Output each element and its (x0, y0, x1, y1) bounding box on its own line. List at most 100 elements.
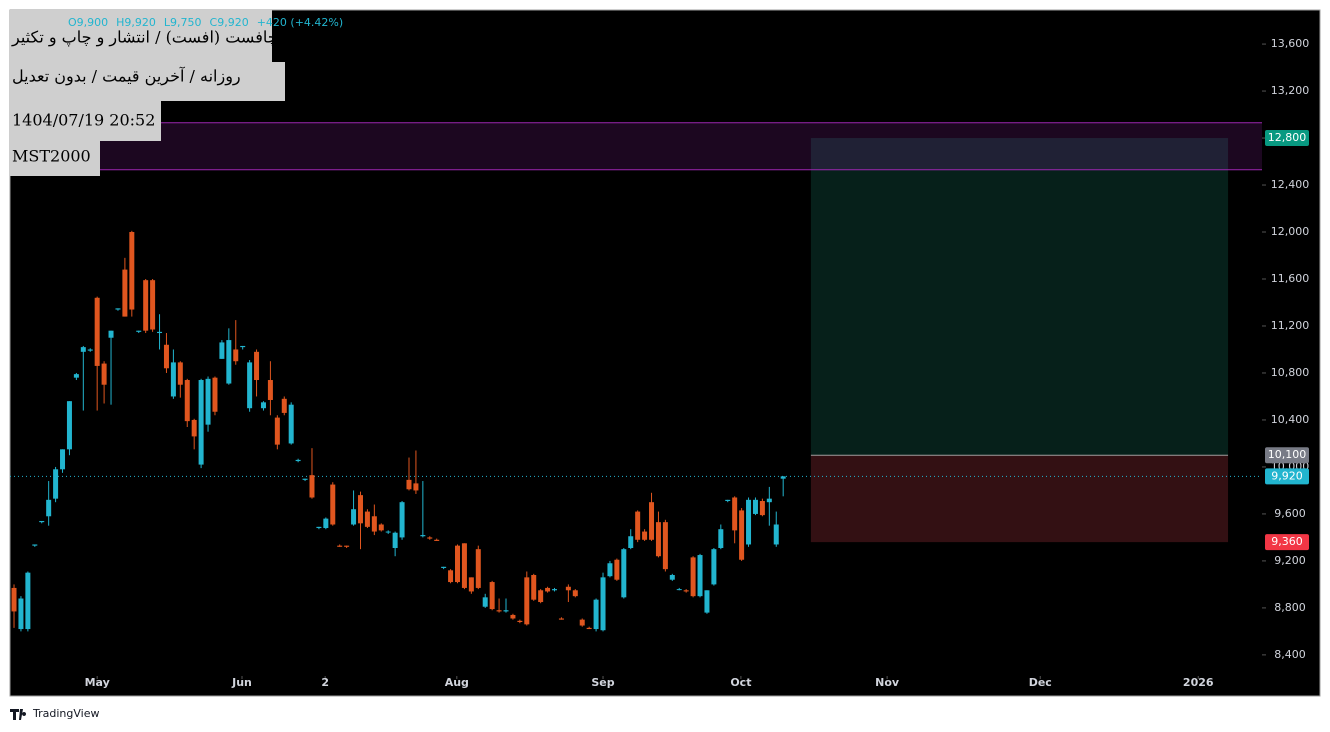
candle-body (655, 522, 661, 557)
candle-body (739, 510, 745, 560)
candle-body (690, 557, 696, 597)
candle-body (683, 590, 689, 592)
candle-body (635, 511, 641, 540)
candle-body (330, 484, 336, 525)
candle-body (66, 401, 72, 450)
candle-body (406, 479, 412, 490)
candle-body (309, 475, 315, 498)
y-tick-label: 10,800 (1271, 366, 1310, 379)
x-tick-label: May (85, 676, 110, 689)
candle-body (101, 363, 107, 385)
candle-body (344, 545, 350, 547)
candle-body (351, 509, 357, 525)
candle-body (385, 531, 391, 533)
x-tick-label: Oct (730, 676, 751, 689)
candle-body (482, 597, 488, 607)
candle-body (46, 499, 52, 517)
candle-body (586, 627, 592, 630)
candle-body (378, 524, 384, 531)
candle-body (267, 380, 273, 400)
candle-body (357, 495, 363, 524)
candle-body (461, 543, 467, 588)
candle-body (53, 469, 59, 499)
y-tick-label: 9,600 (1274, 507, 1306, 520)
stop-tag: 9,360 (1271, 535, 1303, 548)
plot: 8,4008,8009,2009,60010,00010,40010,80011… (10, 10, 1309, 689)
candle-body (323, 518, 329, 529)
brand-text: TradingView (32, 707, 99, 720)
y-tick-label: 12,400 (1271, 178, 1310, 191)
x-tick-label: Jun (231, 676, 252, 689)
candle-body (642, 531, 648, 540)
candle-body (718, 529, 724, 548)
candle-body (552, 589, 558, 591)
stop-area (810, 455, 1229, 543)
candle-body (517, 620, 523, 622)
candle-body (579, 619, 585, 626)
candle-body (454, 545, 460, 583)
last-price-tag-bg (1265, 468, 1309, 485)
candle-body (572, 590, 578, 597)
candle-body (489, 582, 495, 610)
candle-body (205, 378, 211, 425)
candle-body (302, 478, 308, 480)
info-box (10, 101, 161, 141)
candle-body (18, 598, 24, 630)
last-price-tag: 9,920 (1271, 469, 1303, 482)
candle-body (427, 537, 433, 539)
zone (100, 122, 1262, 170)
target-tag: 12,800 (1268, 131, 1307, 144)
info-text: MST2000 (12, 147, 91, 166)
candle-body (545, 587, 551, 592)
x-tick-label: 2 (321, 676, 329, 689)
candle-body (212, 377, 218, 412)
x-tick-label: 2026 (1183, 676, 1214, 689)
candle-body (108, 330, 114, 338)
candle-body (129, 232, 135, 310)
candle-body (240, 345, 246, 348)
legend-item: O9,900 (68, 16, 108, 29)
info-text: روزانه / آخرین قیمت / بدون تعدیل (12, 66, 241, 86)
x-tick-label: Dec (1029, 676, 1052, 689)
candle-body (115, 308, 121, 310)
candle-body (399, 502, 405, 538)
candle-body (766, 498, 772, 503)
candle-body (662, 522, 668, 570)
info-text: 1404/07/19 20:52 (12, 111, 155, 130)
legend-item: C9,920 (210, 16, 249, 29)
candle-body (32, 544, 38, 546)
candle-body (711, 549, 717, 585)
candle-body (628, 536, 634, 548)
candle-body (371, 516, 377, 532)
candle-body (25, 572, 31, 630)
candle-body (184, 380, 190, 422)
candle-body (531, 575, 537, 600)
candle-body (337, 545, 343, 547)
brand: TradingView (10, 707, 99, 720)
candle-body (725, 499, 731, 502)
candle-body (288, 404, 294, 444)
y-tick-label: 8,800 (1274, 601, 1306, 614)
candle-body (143, 280, 149, 331)
candle-body (122, 269, 128, 317)
candle-body (607, 563, 613, 577)
candle-body (600, 577, 606, 631)
candle-body (60, 449, 66, 470)
candle-body (191, 419, 197, 437)
target-area (810, 138, 1229, 456)
candle-body (219, 342, 225, 359)
candle-body (565, 586, 571, 591)
stop-tag-bg (1265, 534, 1309, 551)
candle-body (752, 499, 758, 514)
candle-body (274, 417, 280, 445)
candle-body (780, 476, 786, 479)
candle-body (413, 483, 419, 491)
candle-body (649, 502, 655, 540)
candle-body (593, 599, 599, 630)
candle-body (163, 344, 169, 369)
candle-body (316, 526, 322, 529)
candle-body (177, 362, 183, 385)
candle-body (746, 499, 752, 545)
candle-body (247, 362, 253, 409)
y-tick-label: 10,400 (1271, 413, 1310, 426)
